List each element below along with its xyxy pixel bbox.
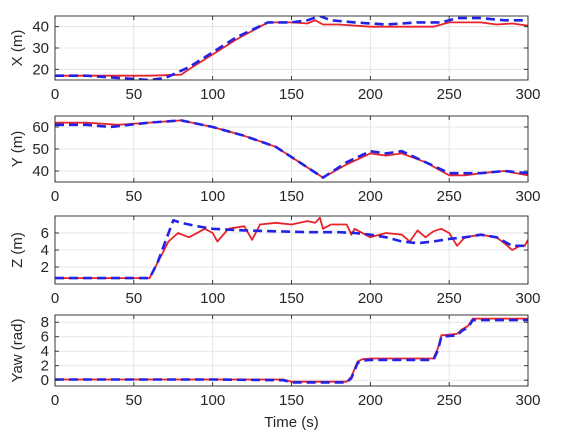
panel-3-ylabel: Z (m) xyxy=(9,232,26,268)
panel-3-xtick-label-150: 150 xyxy=(279,290,304,307)
panel-4-ytick-label-6: 6 xyxy=(41,329,49,346)
panel-1-ytick-label-40: 40 xyxy=(32,19,49,36)
panel-1-ytick-label-20: 20 xyxy=(32,61,49,78)
panel-3-ytick-label-4: 4 xyxy=(41,242,49,259)
panel-4-ylabel: Yaw (rad) xyxy=(9,319,26,383)
panel-4-series-dashed-blue xyxy=(55,318,528,384)
panel-4-xtick-label-50: 50 xyxy=(125,392,142,409)
panel-1-xtick-label-200: 200 xyxy=(358,86,383,103)
panel-2-ytick-label-50: 50 xyxy=(32,141,49,158)
panel-1: 0 50 100 150 200 250 300 20 30 40 X (m) xyxy=(9,15,541,103)
panel-4-ytick-label-2: 2 xyxy=(41,358,49,375)
panel-3-xtick-label-250: 250 xyxy=(437,290,462,307)
panel-3-ytick-label-2: 2 xyxy=(41,259,49,276)
panel-2: 0 50 100 150 200 250 300 40 50 60 Y (m) xyxy=(9,115,541,205)
panel-1-xtick-label-250: 250 xyxy=(437,86,462,103)
panel-3-xtick-label-200: 200 xyxy=(358,290,383,307)
panel-4-xtick-label-300: 300 xyxy=(515,392,540,409)
panel-1-ylabel: X (m) xyxy=(9,30,26,67)
panel-3: 0 50 100 150 200 250 300 246 Z (m) xyxy=(9,215,541,307)
panel-4-xtick-label-100: 100 xyxy=(200,392,225,409)
panel-2-xtick-label-250: 250 xyxy=(437,188,462,205)
panel-3-series-dashed-blue xyxy=(55,219,528,280)
panel-4-xlabel: Time (s) xyxy=(264,414,318,431)
panel-1-xtick-label-150: 150 xyxy=(279,86,304,103)
panel-3-ytick-label-6: 6 xyxy=(41,225,49,242)
panel-3-xtick-label-100: 100 xyxy=(200,290,225,307)
panel-1-xtick-label-0: 0 xyxy=(51,86,59,103)
panel-2-series-dashed-blue xyxy=(55,119,528,179)
panel-2-xtick-label-50: 50 xyxy=(125,188,142,205)
panel-4-xtick-label-200: 200 xyxy=(358,392,383,409)
panel-4-xtick-label-150: 150 xyxy=(279,392,304,409)
panel-4-ytick-label-0: 0 xyxy=(41,372,49,389)
panel-1-xtick-label-50: 50 xyxy=(125,86,142,103)
panel-1-xtick-label-100: 100 xyxy=(200,86,225,103)
panel-2-ytick-label-40: 40 xyxy=(32,163,49,180)
panel-1-ytick-label-30: 30 xyxy=(32,40,49,57)
panel-2-ytick-label-60: 60 xyxy=(32,119,49,136)
panel-2-xtick-label-200: 200 xyxy=(358,188,383,205)
panel-2-xtick-label-150: 150 xyxy=(279,188,304,205)
panel-4-xtick-label-0: 0 xyxy=(51,392,59,409)
panel-1-series-solid-red xyxy=(55,19,528,77)
panel-4-ytick-label-4: 4 xyxy=(41,343,49,360)
panel-3-xtick-label-300: 300 xyxy=(515,290,540,307)
panel-4-xtick-label-250: 250 xyxy=(437,392,462,409)
panel-3-xtick-label-50: 50 xyxy=(125,290,142,307)
panel-4-ytick-label-8: 8 xyxy=(41,314,49,331)
panel-2-xtick-label-0: 0 xyxy=(51,188,59,205)
panel-2-ylabel: Y (m) xyxy=(9,131,26,167)
panel-1-series-dashed-blue xyxy=(55,16,528,80)
panel-1-xtick-label-300: 300 xyxy=(515,86,540,103)
panel-2-xtick-label-100: 100 xyxy=(200,188,225,205)
panel-3-xtick-label-0: 0 xyxy=(51,290,59,307)
panel-2-xtick-label-300: 300 xyxy=(515,188,540,205)
